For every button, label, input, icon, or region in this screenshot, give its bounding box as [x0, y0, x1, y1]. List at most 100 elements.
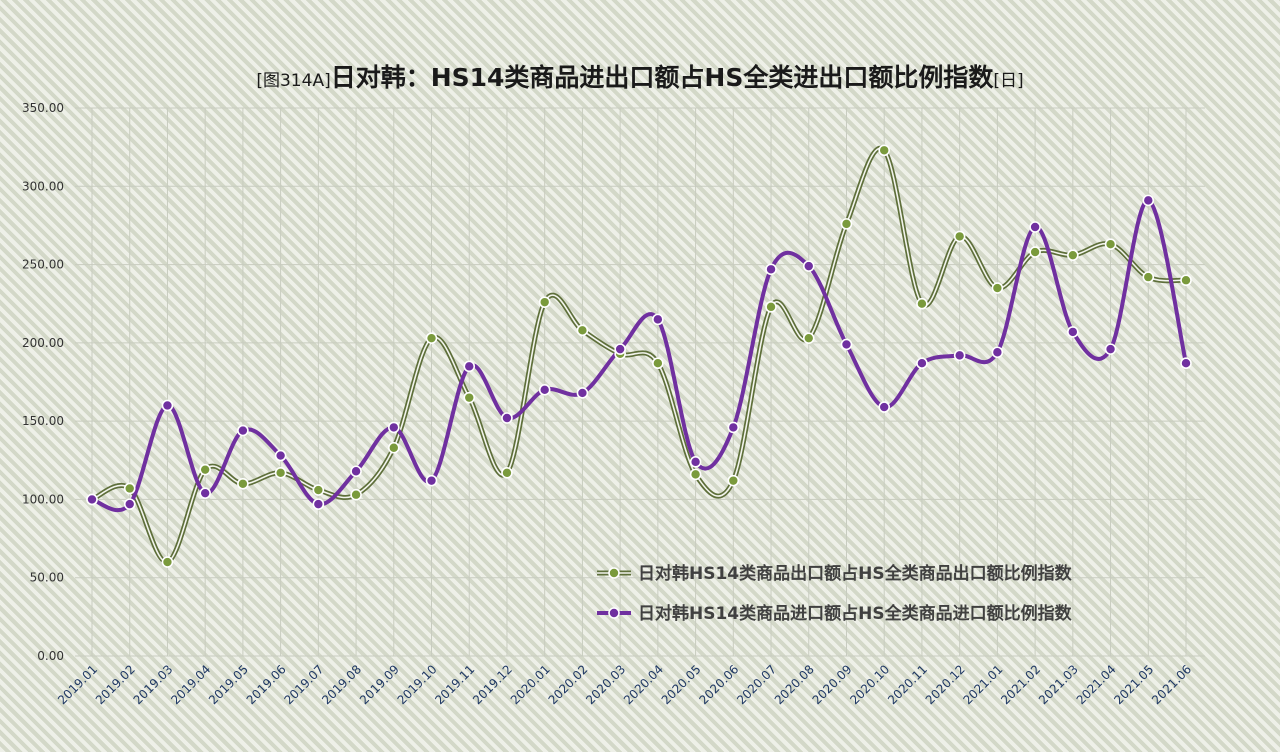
- x-tick-label: 2019.08: [319, 662, 364, 707]
- x-tick-label: 2019.05: [206, 662, 251, 707]
- series-1-point: [689, 468, 702, 481]
- series-2-point: [312, 498, 325, 510]
- series-1-point: [916, 297, 928, 310]
- y-tick-label: 50.00: [30, 571, 64, 585]
- series-1-point: [199, 463, 211, 476]
- series-1-point: [1104, 238, 1117, 251]
- series-2-point: [350, 465, 362, 478]
- series-2-point: [161, 399, 174, 412]
- series-1-point: [312, 484, 325, 496]
- series-1-point: [576, 324, 589, 337]
- series-2-point: [538, 384, 551, 396]
- series-1-point: [274, 467, 287, 479]
- legend-swatch-marker: [608, 567, 620, 579]
- series-2-point: [576, 387, 589, 399]
- x-tick-label: 2019.10: [395, 662, 440, 707]
- series-1-point: [463, 391, 476, 404]
- gridlines: [75, 107, 1205, 657]
- chart-title-suffix: [日]: [993, 71, 1024, 91]
- series-1-point: [237, 477, 249, 490]
- series-2-point: [765, 263, 777, 276]
- x-tick-label: 2019.04: [168, 662, 213, 707]
- x-tick-label: 2020.06: [696, 662, 741, 707]
- series-2-point: [614, 343, 626, 355]
- chart-title: [图314A]日对韩：HS14类商品进出口额占HS全类进出口额比例指数[日]: [0, 58, 1280, 94]
- legend-swatch-marker: [608, 607, 620, 619]
- y-axis-tick-labels: 0.00 50.00 100.00 150.00 200.00 250.00 300.00 3…: [22, 101, 64, 663]
- series-1-point: [1067, 249, 1079, 261]
- series-1-point: [350, 488, 362, 501]
- x-tick-label: 2021.03: [1036, 662, 1081, 707]
- x-tick-label: 2020.04: [621, 662, 666, 707]
- chart-title-prefix: [图314A]: [256, 71, 331, 91]
- series-lines: [90, 145, 1188, 565]
- series-2-point: [727, 421, 740, 434]
- series-2-point: [652, 313, 664, 326]
- x-tick-label: 2020.02: [546, 662, 591, 707]
- y-tick-label: 100.00: [22, 492, 64, 506]
- x-tick-label: 2019.06: [244, 662, 289, 707]
- legend: 日对韩HS14类商品出口额占HS全类商品出口额比例指数日对韩HS14类商品进口额…: [597, 563, 1073, 624]
- x-tick-label: 2020.10: [847, 662, 892, 707]
- y-tick-label: 200.00: [22, 336, 64, 350]
- series-2-point: [501, 412, 513, 424]
- series-2-point: [1104, 343, 1117, 355]
- series-2-point: [1142, 194, 1155, 207]
- series-2-point: [237, 424, 249, 437]
- x-tick-label: 2019.03: [131, 662, 176, 707]
- series-2-point: [1029, 221, 1041, 233]
- series-1-point: [538, 296, 551, 308]
- series-2-point: [387, 421, 400, 434]
- chart-title-main: 日对韩：HS14类商品进出口额占HS全类进出口额比例指数: [330, 63, 994, 92]
- series-1-point: [727, 474, 740, 487]
- series-1-point: [878, 144, 891, 157]
- series-1-point: [425, 332, 438, 344]
- x-tick-label: 2020.01: [508, 662, 553, 707]
- series-1-point: [387, 441, 400, 454]
- x-tick-label: 2020.05: [659, 662, 704, 707]
- series-1-point: [840, 218, 853, 230]
- y-tick-label: 0.00: [37, 649, 64, 663]
- series-2-point: [991, 346, 1004, 359]
- series-2-point: [689, 456, 702, 468]
- series-2-point: [199, 487, 211, 499]
- series-2-point: [840, 338, 853, 351]
- series-2-point: [123, 498, 136, 510]
- series-1-point: [1180, 274, 1192, 287]
- series-2-point: [463, 360, 476, 373]
- series-2-point: [878, 401, 891, 413]
- series-1-point: [123, 482, 136, 495]
- series-2-point: [1067, 326, 1079, 338]
- series-1-point: [802, 332, 815, 344]
- series-2-point: [953, 349, 966, 362]
- series-1-point: [501, 467, 513, 479]
- x-tick-label: 2020.07: [734, 662, 779, 707]
- x-tick-label: 2019.07: [281, 662, 326, 707]
- x-tick-label: 2019.02: [93, 662, 138, 707]
- x-tick-label: 2021.04: [1074, 662, 1119, 707]
- x-tick-label: 2019.09: [357, 662, 402, 707]
- x-tick-label: 2020.09: [810, 662, 855, 707]
- x-tick-label: 2019.12: [470, 662, 515, 707]
- series-1-point: [1029, 246, 1041, 258]
- x-tick-label: 2019.11: [432, 662, 477, 707]
- series-2-point: [1180, 357, 1192, 370]
- y-tick-label: 300.00: [22, 179, 64, 193]
- series-1-point: [161, 556, 174, 568]
- series-1-point: [652, 357, 664, 370]
- series-2-point: [802, 260, 815, 272]
- x-tick-label: 2020.11: [885, 662, 930, 707]
- y-tick-label: 350.00: [22, 101, 64, 115]
- legend-label-series-1: 日对韩HS14类商品出口额占HS全类商品出口额比例指数: [638, 563, 1073, 584]
- x-axis-tick-labels: 2019.012019.022019.032019.042019.052019.…: [55, 662, 1194, 707]
- series-1-point: [953, 230, 966, 243]
- x-tick-label: 2020.12: [923, 662, 968, 707]
- x-tick-label: 2021.06: [1149, 662, 1194, 707]
- y-tick-label: 250.00: [22, 258, 64, 272]
- x-tick-label: 2021.02: [998, 662, 1043, 707]
- y-tick-label: 150.00: [22, 414, 64, 428]
- series-2-point: [916, 357, 928, 370]
- legend-label-series-2: 日对韩HS14类商品进口额占HS全类商品进口额比例指数: [638, 603, 1073, 624]
